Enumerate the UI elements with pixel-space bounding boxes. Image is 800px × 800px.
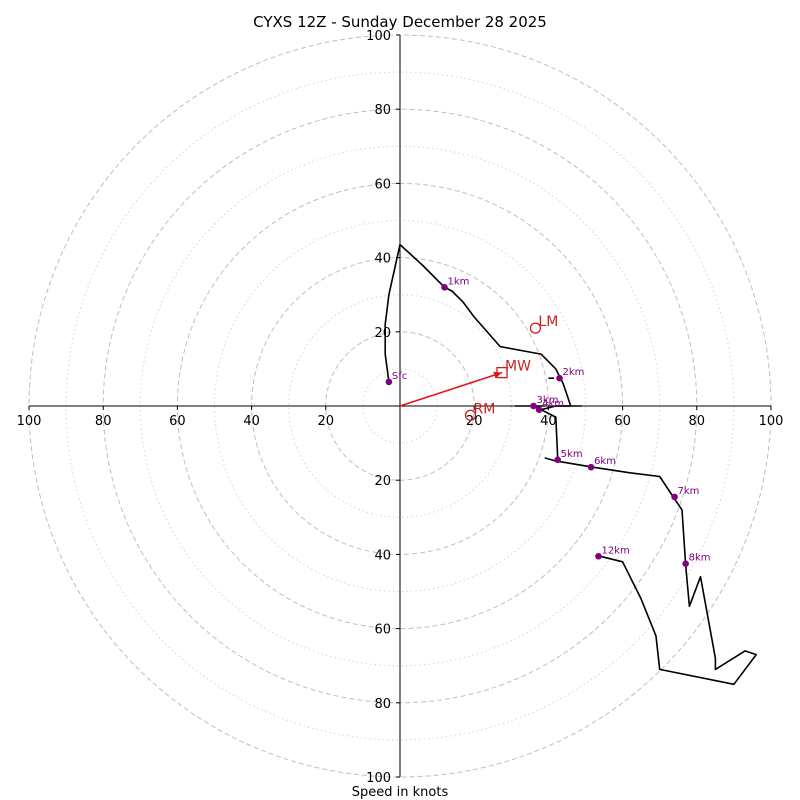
height-marker-label: 1km xyxy=(448,276,470,287)
height-marker-5km xyxy=(554,456,561,464)
storm-motion-markers: MW LM RM xyxy=(464,314,558,421)
y-tick-label: 60 xyxy=(374,177,391,192)
storm-motion-label: LM xyxy=(538,314,558,330)
height-marker-3km xyxy=(530,402,537,410)
height-marker-2km xyxy=(556,374,563,382)
y-tick-label: 40 xyxy=(374,548,391,563)
height-marker-label: 5km xyxy=(561,449,583,460)
height-marker-Sfc xyxy=(385,378,393,386)
height-marker-label: 12km xyxy=(601,545,629,556)
storm-motion-label: RM xyxy=(473,401,495,417)
height-marker-12km xyxy=(595,552,602,560)
storm-motion-label: MW xyxy=(505,359,531,375)
x-tick-label: 60 xyxy=(169,414,186,429)
y-tick-label: 40 xyxy=(374,252,391,267)
height-marker-label: 6km xyxy=(594,456,616,467)
y-tick-label: 20 xyxy=(374,326,391,341)
y-tick-label: 80 xyxy=(374,103,391,118)
storm-motion-mw-marker xyxy=(496,366,508,379)
height-marker-label: 4km xyxy=(542,399,564,410)
y-tick-label: 100 xyxy=(366,29,391,44)
height-marker-7km xyxy=(671,493,678,501)
storm-motion-lm-marker xyxy=(529,322,542,334)
x-tick-label: 80 xyxy=(689,414,706,429)
height-marker-label: Sfc xyxy=(392,371,407,382)
height-marker-8km xyxy=(682,560,689,567)
height-marker-4km xyxy=(535,406,543,414)
hodograph-trace xyxy=(384,243,758,686)
chart-title: CYXS 12Z - Sunday December 28 2025 xyxy=(253,13,547,31)
x-tick-label: 20 xyxy=(466,414,483,429)
height-marker-6km xyxy=(587,463,595,471)
storm-motion-rm-marker xyxy=(464,409,477,421)
height-marker-label: 7km xyxy=(678,486,700,497)
height-marker-label: 8km xyxy=(689,553,711,564)
x-tick-label: 40 xyxy=(243,414,260,429)
x-tick-label: 100 xyxy=(759,414,784,429)
height-marker-label: 3km xyxy=(537,395,559,406)
x-tick-label: 100 xyxy=(17,414,42,429)
hodograph-line xyxy=(384,243,758,686)
x-tick-label: 20 xyxy=(318,414,335,429)
x-tick-label: 60 xyxy=(614,414,631,429)
tick-labels: 100 80 60 40 20 20 40 60 80 100 100 80 60 40 20 20 40 60 8… xyxy=(17,29,784,786)
height-marker-label: 2km xyxy=(563,367,585,378)
x-tick-label: 80 xyxy=(95,414,112,429)
y-tick-label: 60 xyxy=(374,623,391,638)
y-tick-label: 80 xyxy=(374,697,391,712)
mean-wind-vector xyxy=(399,371,503,407)
x-tick-label: 40 xyxy=(540,414,557,429)
height-marker-1km xyxy=(441,283,448,291)
x-axis-label: Speed in knots xyxy=(352,785,449,800)
y-tick-label: 100 xyxy=(366,771,391,786)
y-tick-label: 20 xyxy=(374,474,391,489)
